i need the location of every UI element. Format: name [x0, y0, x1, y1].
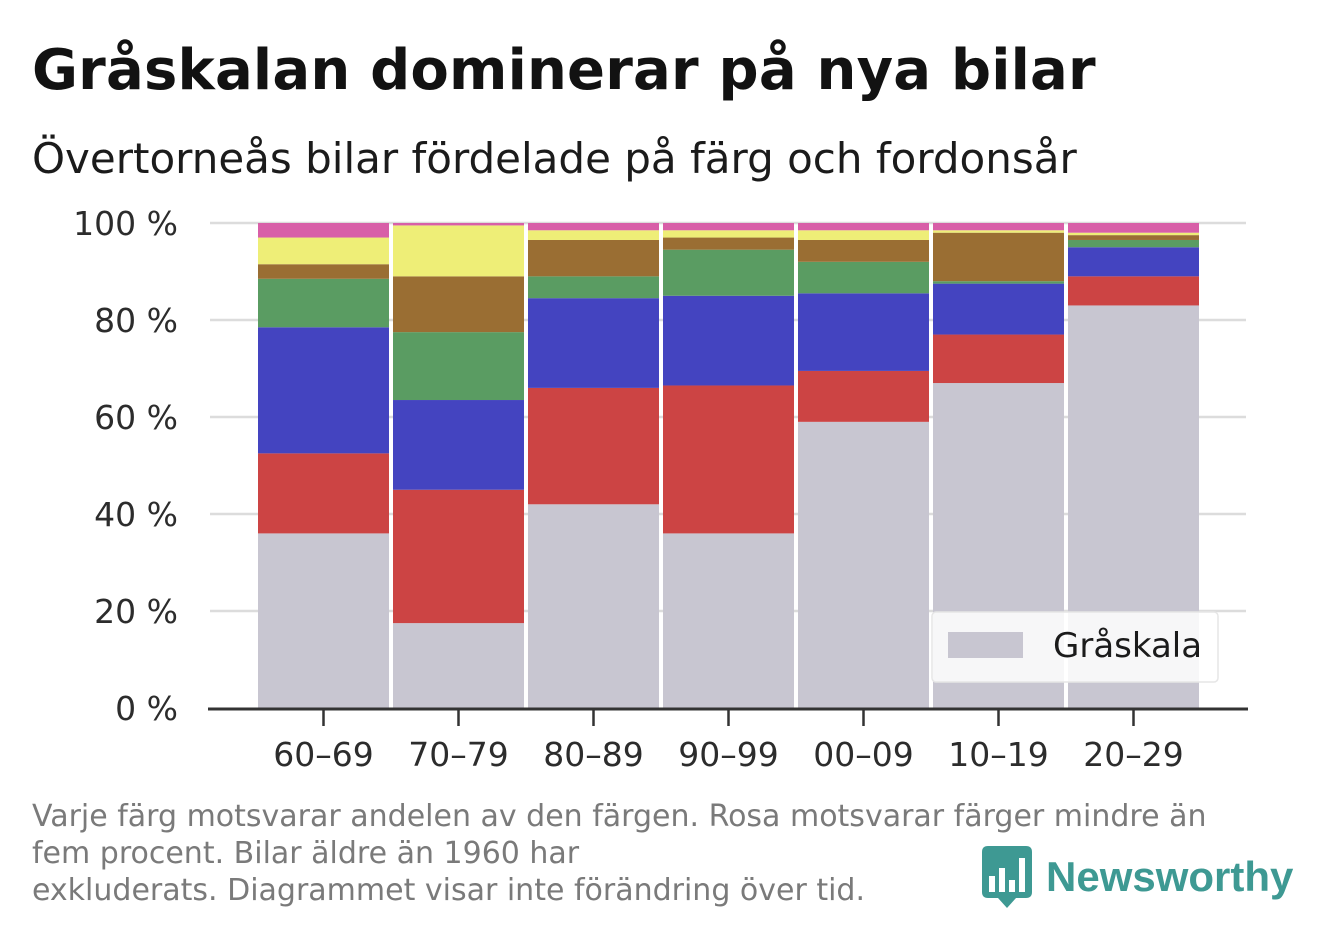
bar-segment — [798, 223, 929, 231]
y-tick-label: 0 % — [115, 689, 178, 728]
bar-segment — [663, 385, 794, 534]
y-axis-ticks: 0 % 20 % 40 % 60 % 80 % 100 % — [73, 204, 178, 728]
bar-segment — [258, 453, 389, 534]
bar-segment — [663, 295, 794, 386]
bar-segment — [1068, 235, 1199, 240]
brand-name: Newsworthy — [1046, 853, 1294, 900]
bar-segment — [798, 239, 929, 262]
x-tick-label: 00–09 — [813, 735, 913, 774]
bar-segment — [1068, 223, 1199, 233]
bar-segment — [528, 230, 659, 240]
chart-subtitle: Övertorneås bilar fördelade på färg och … — [32, 134, 1077, 183]
bar-chart-bubble-icon — [982, 846, 1032, 908]
bar-segment — [1068, 247, 1199, 277]
y-tick-label: 80 % — [94, 301, 178, 340]
bar-segment — [663, 533, 794, 708]
bar-segment — [393, 332, 524, 401]
bar-segment — [258, 264, 389, 279]
bar-segment — [393, 276, 524, 333]
x-tick-label: 10–19 — [948, 735, 1048, 774]
bar-segment — [258, 278, 389, 328]
bar-segment — [933, 334, 1064, 384]
footnote: Varje färg motsvarar andelen av den färg… — [32, 798, 1272, 909]
bar-segment — [798, 370, 929, 422]
bar-segment — [798, 421, 929, 708]
bar-segment — [1068, 232, 1199, 236]
bar-segment — [933, 223, 1064, 231]
bar-segment — [1068, 276, 1199, 306]
y-tick-label: 40 % — [94, 495, 178, 534]
bar-segment — [933, 230, 1064, 233]
bar-segment — [528, 504, 659, 708]
bar-segment — [933, 283, 1064, 335]
x-tick-label: 80–89 — [543, 735, 643, 774]
y-tick-label: 100 % — [73, 204, 178, 243]
bar-segment — [798, 261, 929, 294]
bar-segment — [528, 223, 659, 231]
x-tick-label: 60–69 — [273, 735, 373, 774]
bar-segment — [663, 249, 794, 296]
bar-segment — [933, 281, 1064, 284]
y-tick-label: 20 % — [94, 592, 178, 631]
chart-title: Gråskalan dominerar på nya bilar — [32, 38, 1096, 103]
bar-segment — [798, 230, 929, 240]
footnote-line-1: Varje färg motsvarar andelen av den färg… — [32, 799, 1207, 834]
footnote-line-3: exkluderats. Diagrammet visar inte förän… — [32, 873, 866, 908]
newsworthy-logo: Newsworthy — [982, 846, 1293, 908]
footnote-line-2: fem procent. Bilar äldre än 1960 har — [32, 836, 580, 871]
bar-segment — [258, 223, 389, 238]
bar-segment — [393, 489, 524, 624]
bar-segment — [663, 230, 794, 238]
gray-swatch-icon — [948, 632, 1023, 658]
bar-segment — [258, 237, 389, 265]
y-tick-label: 60 % — [94, 398, 178, 437]
x-axis-ticks: 60–69 70–79 80–89 90–99 00–09 10–19 20–29 — [273, 710, 1184, 774]
bar-segment — [258, 327, 389, 454]
bar-segment — [933, 232, 1064, 282]
bar-segment — [798, 293, 929, 371]
bar-segment — [528, 239, 659, 277]
legend-label: Gråskala — [1053, 626, 1202, 666]
x-tick-label: 90–99 — [678, 735, 778, 774]
bars — [258, 223, 1199, 708]
bar-segment — [393, 223, 524, 226]
legend: Gråskala — [931, 611, 1219, 683]
bar-segment — [393, 225, 524, 277]
bar-segment — [393, 400, 524, 490]
bar-segment — [663, 223, 794, 231]
x-tick-label: 70–79 — [408, 735, 508, 774]
bar-segment — [528, 387, 659, 505]
bar-segment — [1068, 239, 1199, 248]
bar-segment — [393, 623, 524, 708]
bar-segment — [258, 533, 389, 708]
x-tick-label: 20–29 — [1083, 735, 1183, 774]
legend-box — [931, 611, 1219, 683]
bar-segment — [528, 276, 659, 299]
bar-segment — [663, 237, 794, 250]
bar-segment — [528, 298, 659, 388]
